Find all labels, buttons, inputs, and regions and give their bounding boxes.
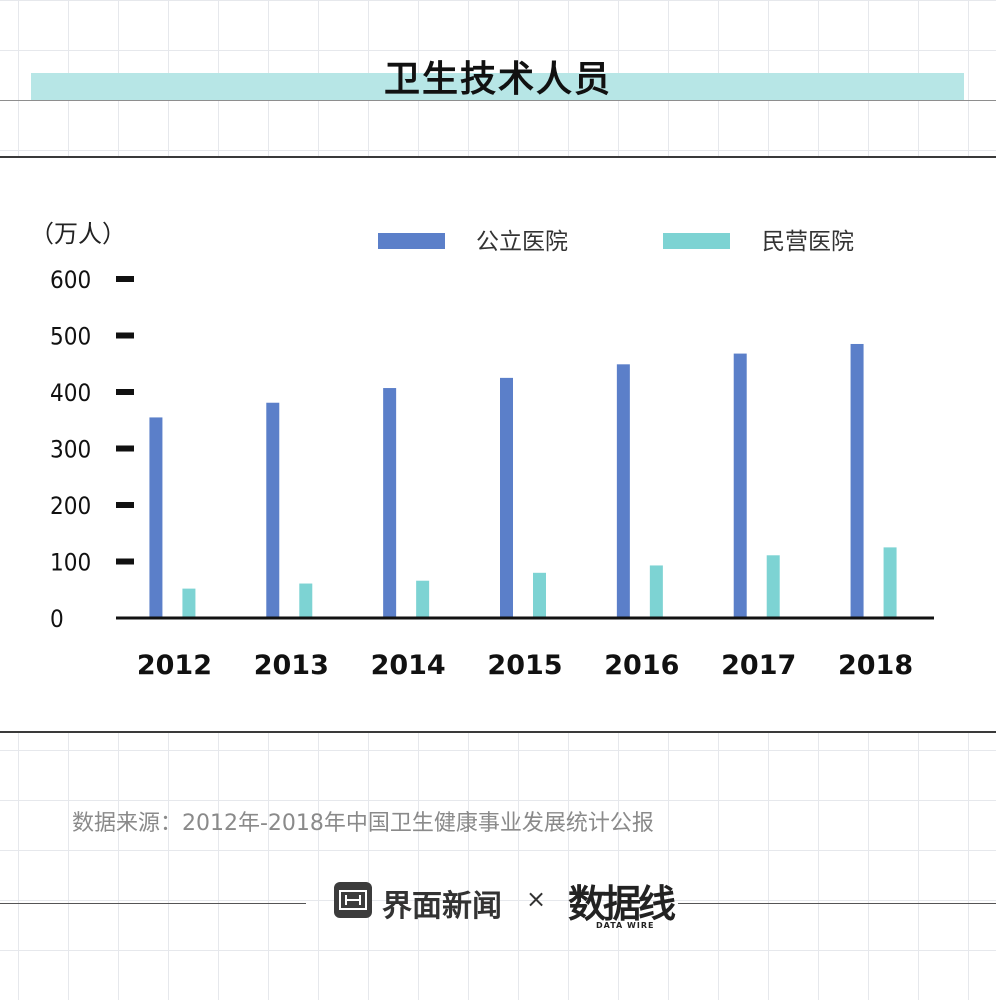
y-tick-label: 500 bbox=[50, 323, 91, 351]
title-highlight-band bbox=[31, 73, 964, 101]
y-tick-mark bbox=[116, 276, 134, 282]
y-tick-label: 0 bbox=[50, 605, 64, 633]
source-note: 数据来源：2012年-2018年中国卫生健康事业发展统计公报 bbox=[72, 811, 654, 836]
footer-rule-right bbox=[678, 903, 996, 904]
bar-public-2018 bbox=[850, 343, 864, 618]
page-title: 卫生技术人员 bbox=[383, 59, 612, 100]
y-tick-label: 300 bbox=[50, 436, 91, 464]
times-separator: × bbox=[526, 885, 547, 913]
footer-rule-left bbox=[0, 903, 306, 904]
title-rule bbox=[0, 100, 996, 101]
x-tick-label: 2016 bbox=[604, 650, 679, 681]
y-tick-label: 400 bbox=[50, 379, 91, 407]
x-tick-label: 2018 bbox=[838, 650, 913, 681]
bar-private-2014 bbox=[416, 580, 430, 618]
y-tick-label: 600 bbox=[50, 266, 91, 294]
x-tick-label: 2017 bbox=[721, 650, 796, 681]
y-tick-mark bbox=[116, 558, 134, 565]
legend-swatch-public bbox=[378, 233, 445, 249]
bar-chart: （万人） 公立医院 民营医院 0 100 200 300 400 500 600 2012 2013 2… bbox=[30, 220, 934, 681]
bar-private-2018 bbox=[883, 547, 897, 618]
y-tick-mark bbox=[116, 502, 134, 508]
bar-public-2012 bbox=[149, 417, 163, 618]
legend-label-public: 公立医院 bbox=[476, 229, 568, 255]
y-axis-unit-label: （万人） bbox=[30, 220, 126, 248]
bar-private-2016 bbox=[649, 565, 663, 618]
y-tick-label: 100 bbox=[50, 549, 91, 577]
bar-private-2017 bbox=[766, 555, 780, 618]
x-tick-label: 2014 bbox=[371, 650, 446, 681]
legend-label-private: 民营医院 bbox=[762, 229, 854, 255]
bar-private-2015 bbox=[533, 572, 546, 618]
bar-public-2016 bbox=[616, 364, 630, 618]
legend-swatch-private bbox=[663, 233, 730, 249]
bar-private-2012 bbox=[182, 588, 196, 618]
chart-panel bbox=[0, 156, 996, 733]
y-tick-label: 200 bbox=[50, 492, 91, 520]
bar-public-2014 bbox=[383, 388, 397, 618]
bar-public-2013 bbox=[266, 402, 280, 618]
data-wire-subtitle: DATA WIRE bbox=[596, 921, 655, 930]
bar-public-2015 bbox=[500, 377, 513, 618]
x-tick-label: 2015 bbox=[487, 650, 562, 681]
x-tick-label: 2013 bbox=[254, 650, 329, 681]
bar-public-2017 bbox=[733, 353, 747, 618]
y-tick-mark bbox=[116, 389, 134, 395]
jiemian-logo-icon bbox=[334, 882, 372, 918]
bar-private-2013 bbox=[299, 583, 313, 618]
y-tick-mark bbox=[116, 332, 134, 339]
jiemian-logo-text: 界面新闻 bbox=[382, 889, 502, 924]
y-tick-mark bbox=[116, 445, 134, 452]
x-tick-label: 2012 bbox=[137, 650, 212, 681]
data-wire-logo: 数据线 bbox=[568, 881, 676, 926]
